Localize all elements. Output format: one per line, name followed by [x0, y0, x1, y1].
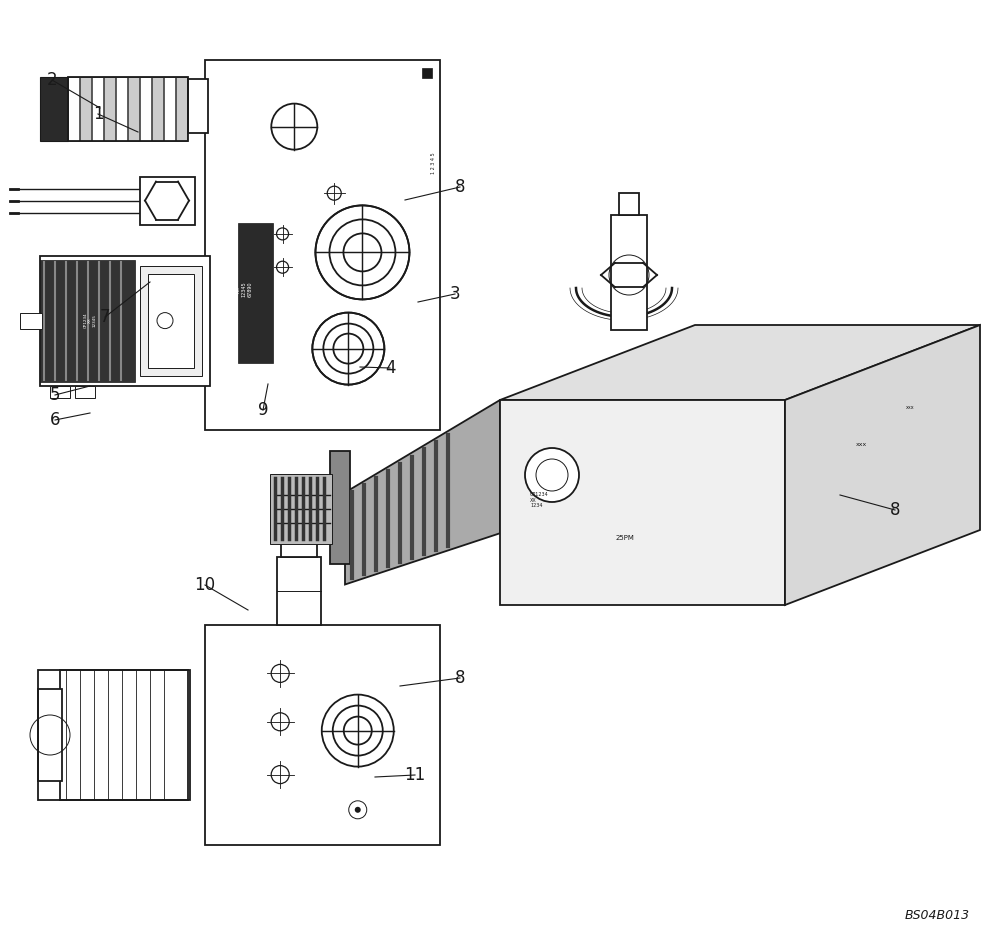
Bar	[60, 670, 188, 800]
Text: CP1234
XX
12345: CP1234 XX 12345	[83, 313, 97, 328]
Text: BS04B013: BS04B013	[905, 909, 970, 922]
Circle shape	[312, 313, 384, 384]
Text: 9: 9	[258, 401, 268, 419]
Text: 8: 8	[455, 669, 465, 687]
Circle shape	[349, 801, 367, 819]
Text: 5: 5	[50, 386, 60, 404]
Bar	[75, 385, 95, 398]
Bar	[188, 79, 208, 133]
Bar	[38, 670, 190, 800]
Bar	[92, 77, 103, 141]
Bar	[611, 215, 647, 330]
Bar	[128, 77, 139, 141]
Text: 1 2 3 4 5: 1 2 3 4 5	[431, 153, 436, 175]
Polygon shape	[500, 325, 980, 400]
Text: xxx: xxx	[905, 405, 914, 411]
Ellipse shape	[553, 515, 567, 525]
Circle shape	[327, 186, 341, 200]
Text: 3: 3	[450, 285, 460, 303]
Text: 25PM: 25PM	[616, 535, 634, 541]
Text: xxx: xxx	[856, 442, 867, 447]
Bar	[116, 77, 127, 141]
Bar	[140, 77, 151, 141]
Bar	[205, 625, 440, 845]
Text: 4: 4	[385, 359, 395, 377]
Bar	[270, 474, 332, 543]
Bar	[277, 557, 321, 625]
Circle shape	[271, 713, 289, 730]
Text: 1: 1	[93, 105, 103, 123]
Text: 10: 10	[194, 576, 216, 594]
Polygon shape	[785, 325, 980, 605]
Bar	[38, 689, 62, 781]
Polygon shape	[345, 400, 500, 585]
Bar	[422, 68, 432, 78]
Ellipse shape	[811, 506, 827, 518]
Circle shape	[277, 261, 289, 274]
Bar	[330, 451, 350, 564]
Ellipse shape	[568, 543, 582, 553]
Circle shape	[271, 665, 289, 682]
Bar	[68, 77, 79, 141]
Bar	[205, 60, 440, 430]
Ellipse shape	[701, 568, 719, 582]
Ellipse shape	[558, 580, 572, 590]
Bar	[80, 77, 91, 141]
Circle shape	[315, 206, 409, 300]
Bar	[104, 77, 115, 141]
Text: 2: 2	[47, 71, 57, 89]
Bar	[50, 385, 70, 398]
Text: 8: 8	[455, 178, 465, 196]
Bar	[40, 259, 135, 382]
Bar	[152, 77, 163, 141]
Circle shape	[271, 103, 317, 149]
Bar	[281, 519, 317, 557]
Bar	[20, 313, 42, 329]
Text: 11: 11	[404, 766, 426, 784]
Text: CP1234
XX
1234: CP1234 XX 1234	[530, 492, 549, 509]
Ellipse shape	[545, 560, 559, 570]
Polygon shape	[500, 400, 785, 605]
Ellipse shape	[886, 507, 902, 519]
Bar	[619, 193, 639, 215]
Text: 7: 7	[100, 308, 110, 326]
Bar	[68, 77, 188, 141]
Ellipse shape	[876, 531, 892, 542]
Text: 6: 6	[50, 411, 60, 429]
Bar	[148, 274, 194, 368]
Circle shape	[355, 807, 361, 813]
Bar	[140, 266, 202, 376]
Bar	[238, 224, 273, 364]
Circle shape	[277, 227, 289, 240]
Circle shape	[525, 448, 579, 502]
Circle shape	[271, 765, 289, 784]
Ellipse shape	[811, 531, 827, 542]
Text: CP1234
XX
12345
67890: CP1234 XX 12345 67890	[230, 280, 253, 299]
Text: 8: 8	[890, 501, 900, 519]
Bar	[140, 177, 195, 225]
Ellipse shape	[663, 556, 687, 574]
Bar	[176, 77, 187, 141]
Circle shape	[767, 337, 783, 353]
Bar	[40, 256, 210, 385]
Bar	[164, 77, 175, 141]
Bar	[40, 77, 68, 141]
Ellipse shape	[852, 540, 868, 552]
Bar	[289, 497, 309, 519]
Circle shape	[805, 352, 819, 367]
Ellipse shape	[866, 500, 882, 511]
